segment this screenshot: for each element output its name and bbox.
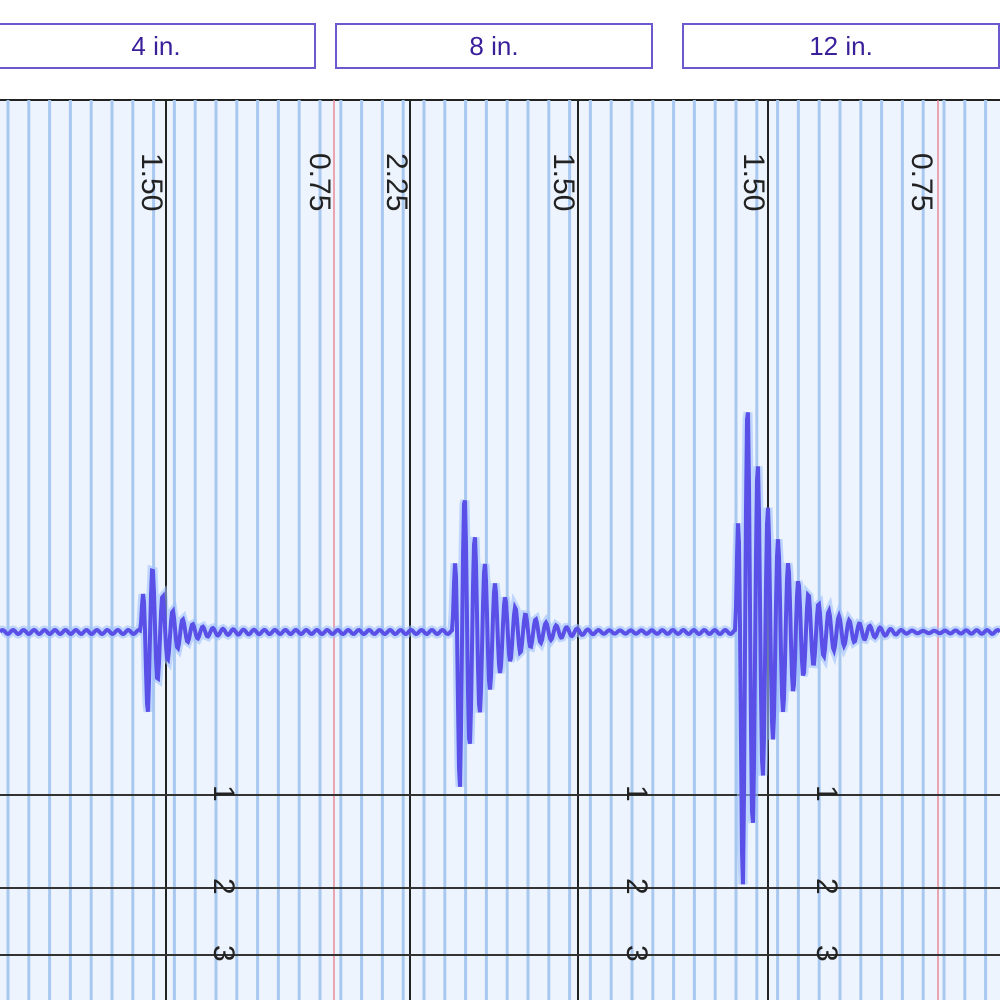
size-button[interactable]: 4 in. [0, 23, 316, 69]
scale-label: 1.50 [135, 153, 168, 211]
row-label: 2 [810, 878, 843, 895]
scale-label: 1.50 [737, 153, 770, 211]
row-label: 1 [810, 785, 843, 802]
row-label: 1 [207, 785, 240, 802]
row-label: 2 [207, 878, 240, 895]
paper [0, 100, 1000, 1000]
row-label: 1 [620, 785, 653, 802]
size-button[interactable]: 12 in. [682, 23, 1000, 69]
row-label: 3 [620, 945, 653, 962]
size-button[interactable]: 8 in. [335, 23, 653, 69]
seismogram: 1.50 0.75 2.25 1.50 1.50 0.75 1 2 3 1 2 3 1 2 3 [0, 99, 1000, 1000]
scale-label: 0.75 [303, 153, 336, 211]
wave [0, 412, 1000, 885]
row-label: 2 [620, 878, 653, 895]
row-label: 3 [810, 945, 843, 962]
scale-label: 2.25 [380, 153, 413, 211]
scale-label: 0.75 [905, 153, 938, 211]
scale-label: 1.50 [547, 153, 580, 211]
row-label: 3 [207, 945, 240, 962]
